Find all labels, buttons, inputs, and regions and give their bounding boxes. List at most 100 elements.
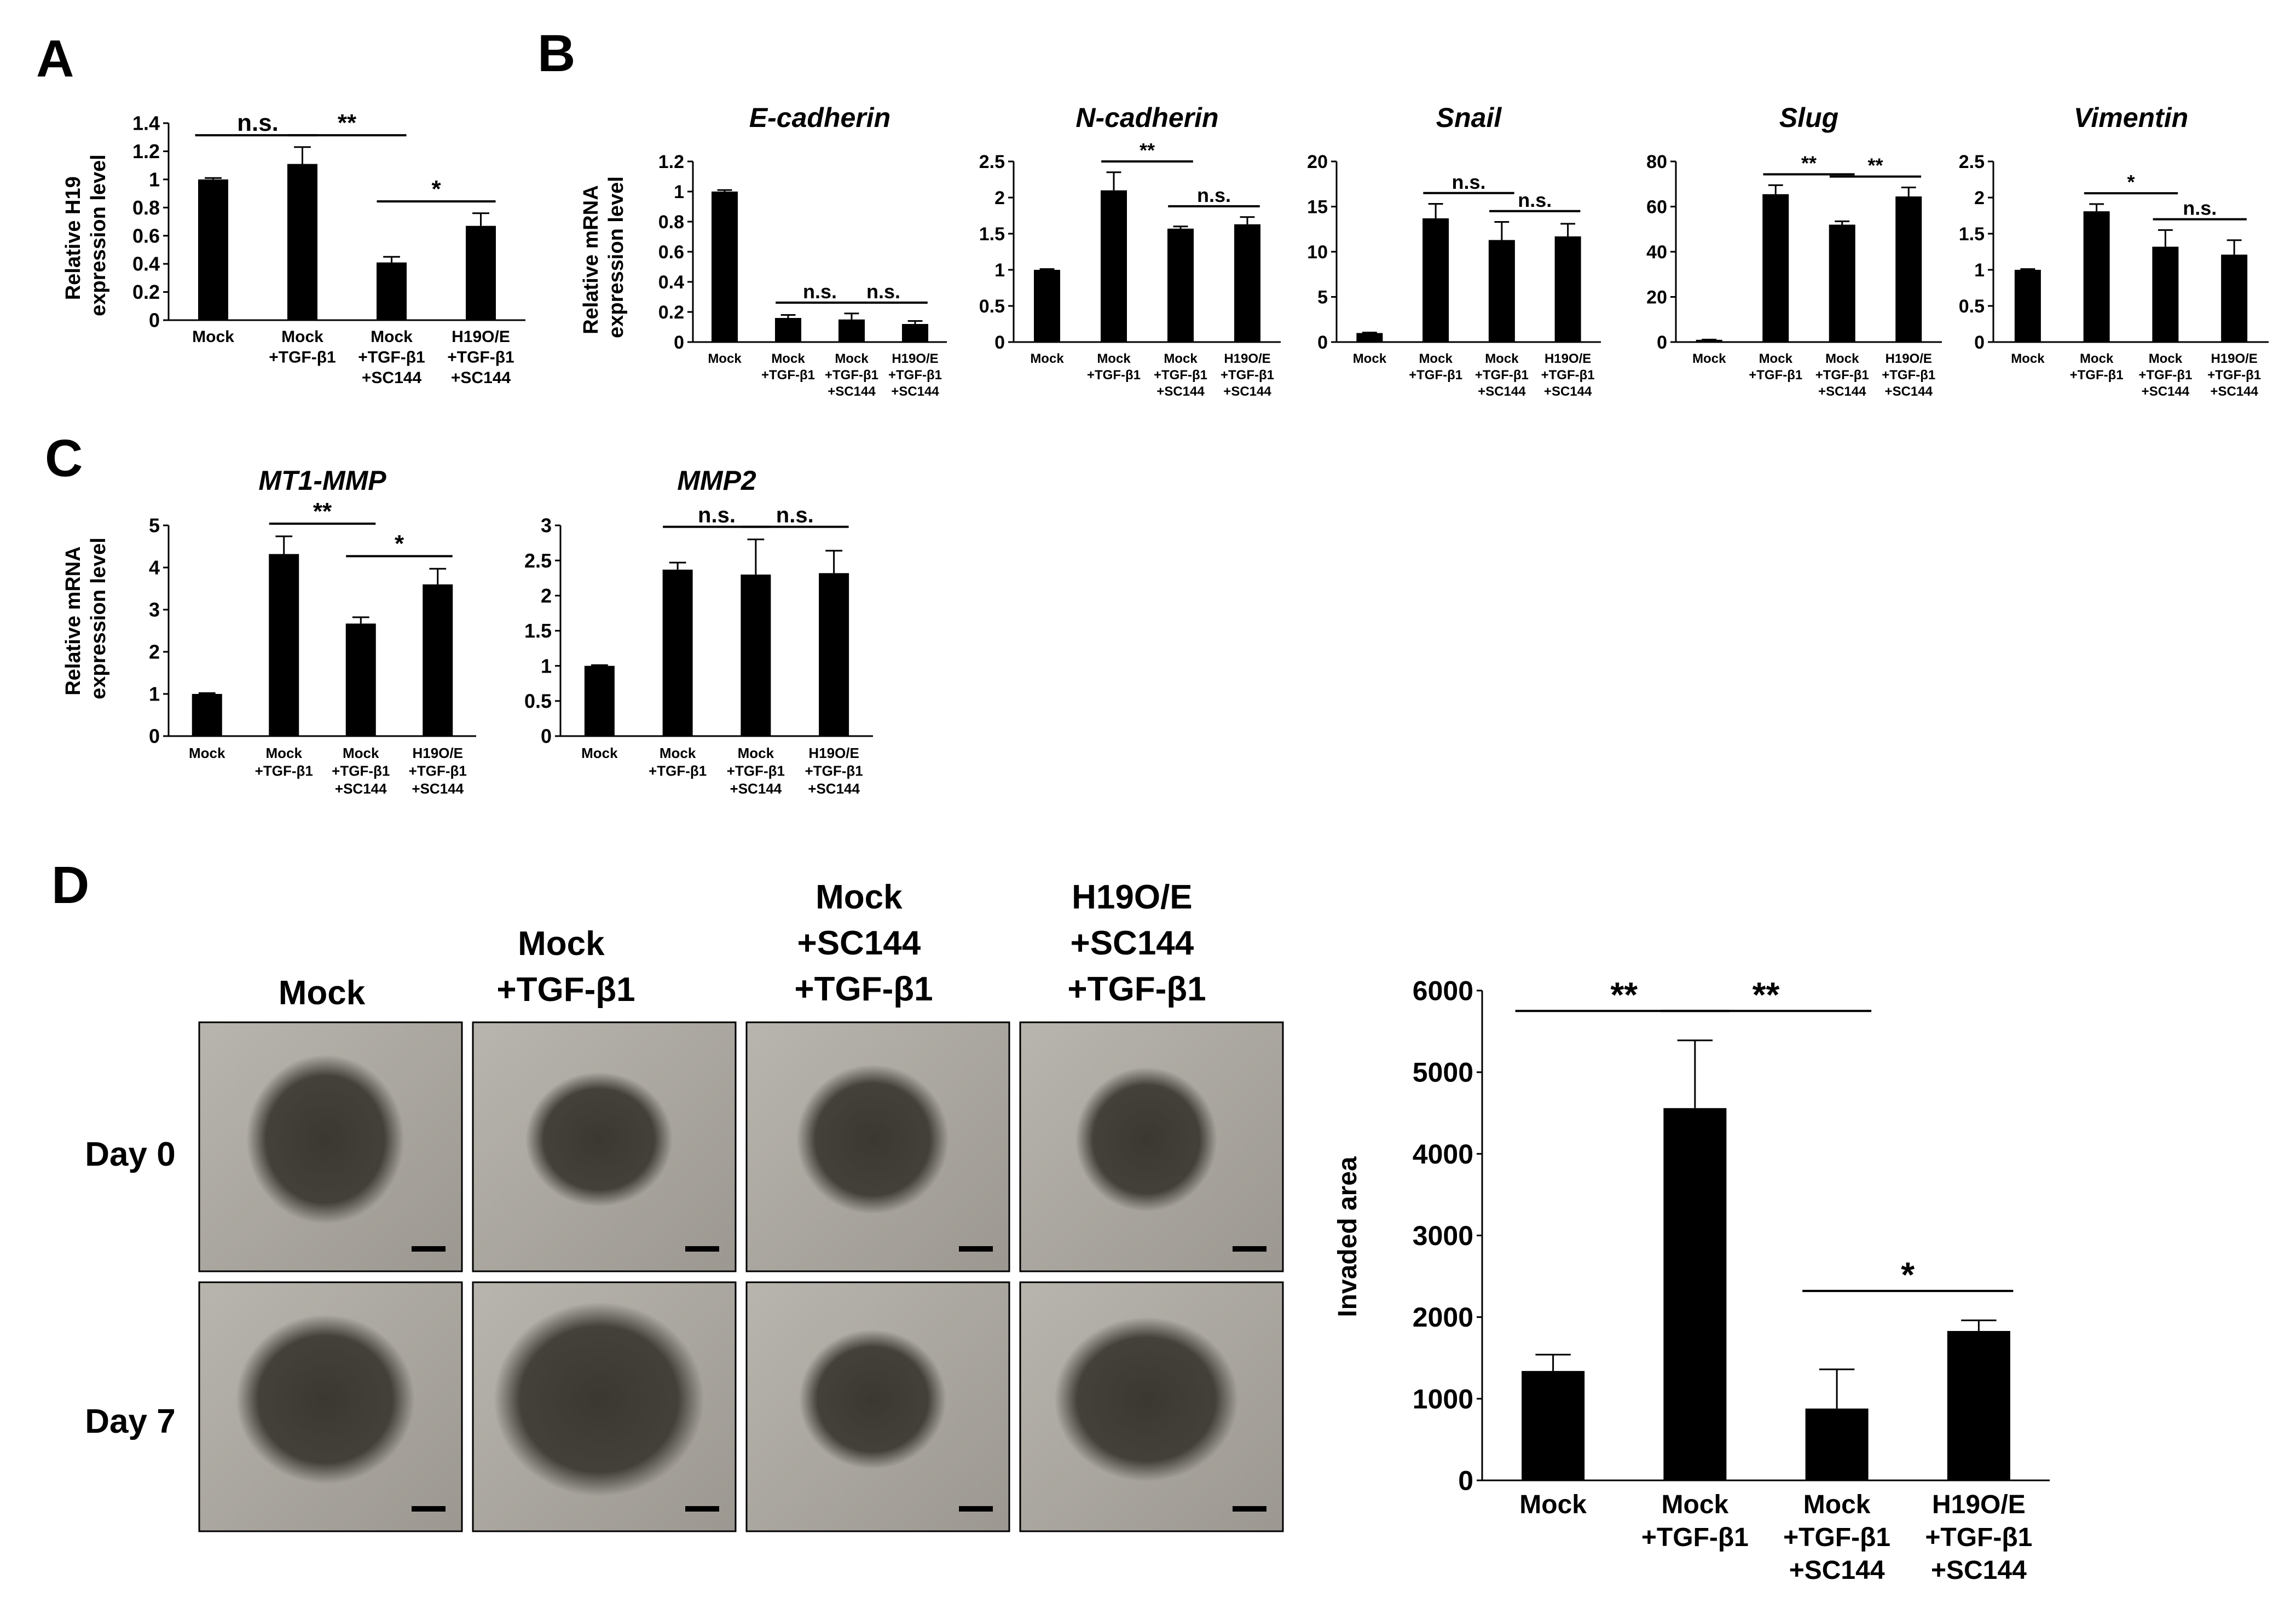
chart-title: Vimentin (2074, 102, 2188, 133)
photo-col-label-tgf: Mock +TGF-β1 (496, 925, 635, 1009)
y-axis-label-c-line2: expression level (87, 537, 110, 699)
panel-letter-c: C (45, 429, 83, 488)
y-tick-label: 0 (1657, 332, 1667, 353)
y-tick-label: 0 (149, 309, 160, 332)
y-tick-label: 60 (1646, 196, 1667, 217)
x-category-label: H19O/E +TGF-β1 +SC144 (1221, 351, 1274, 399)
chart-title: MMP2 (677, 465, 756, 496)
photo-col-label-sc144-line2: +SC144 (797, 924, 921, 962)
x-category-label: Mock +TGF-β1 +SC144 (1783, 1490, 1890, 1585)
y-tick-label: 2 (994, 188, 1005, 209)
x-category-label: H19O/E +TGF-β1 +SC144 (2207, 351, 2261, 399)
scale-bar (412, 1246, 446, 1252)
bar (1663, 1108, 1727, 1480)
y-axis-label-a-line1: Relative H19 (62, 176, 85, 300)
y-tick-label: 20 (1646, 287, 1667, 308)
bar (1554, 236, 1581, 342)
y-tick-label: 2.5 (979, 152, 1005, 172)
y-tick-label: 2 (1974, 188, 1985, 209)
significance-label: n.s. (803, 280, 837, 303)
y-tick-label: 1.4 (132, 112, 160, 135)
y-tick-label: 4000 (1413, 1139, 1473, 1170)
spheroid-photo (1019, 1021, 1284, 1272)
y-tick-label: 5 (1317, 287, 1328, 308)
y-tick-label: 0.2 (132, 281, 160, 303)
y-tick-label: 40 (1646, 242, 1667, 263)
bar (2221, 254, 2248, 342)
bar (1101, 190, 1127, 342)
y-tick-label: 20 (1307, 152, 1328, 172)
chart-b-n-cadherin: 0 0.5 1 1.5 2 2.5 Mock Mock +TGF-β1 Mock +TGF-β1 +S… (979, 102, 1281, 399)
spheroid-photo (472, 1021, 737, 1272)
photo-col-label-h19: H19O/E +SC144 +TGF-β1 (1067, 878, 1206, 1008)
bar (2152, 246, 2179, 342)
y-tick-label: 2.5 (524, 549, 552, 572)
x-category-label: Mock +TGF-β1 +SC144 (358, 328, 425, 387)
significance-label: n.s. (776, 503, 814, 528)
y-tick-label: 1 (674, 182, 684, 202)
x-category-label: Mock +TGF-β1 (649, 745, 707, 779)
x-category-label: H19O/E +TGF-β1 +SC144 (447, 328, 514, 387)
significance-label: ** (1610, 975, 1638, 1014)
photo-row-label-day0: Day 0 (85, 1136, 175, 1173)
spheroid (799, 1329, 946, 1469)
spheroid (236, 1315, 415, 1484)
y-axis-label-a-line2: expression level (87, 154, 110, 316)
x-category-label: Mock (581, 745, 618, 761)
spheroid-photo (198, 1281, 463, 1532)
photo-grid (198, 1021, 1284, 1532)
bar (838, 319, 865, 342)
significance-label: * (431, 176, 441, 202)
x-category-label: Mock +TGF-β1 +SC144 (1815, 351, 1869, 399)
spheroid-photo-panel: Mock Mock +TGF-β1 Mock +SC144 +TGF-β1 H1… (85, 878, 1284, 1532)
bar (1805, 1408, 1869, 1480)
y-tick-label: 0.5 (1959, 296, 1985, 317)
bar (269, 554, 299, 736)
y-tick-label: 0.4 (658, 272, 684, 293)
y-tick-label: 0.5 (524, 690, 552, 712)
x-category-label: Mock +TGF-β1 (255, 745, 313, 779)
significance-label: * (1901, 1255, 1915, 1294)
bar (1762, 194, 1789, 342)
photo-col-label-mock-line1: Mock (279, 974, 366, 1012)
bar (819, 573, 849, 736)
scale-bar (685, 1506, 719, 1512)
scale-bar (685, 1246, 719, 1252)
x-category-label: Mock (2011, 351, 2045, 366)
spheroid-photo (745, 1021, 1010, 1272)
y-tick-label: 0.4 (132, 253, 160, 275)
bar (662, 569, 693, 736)
y-tick-label: 10 (1307, 242, 1328, 263)
bar (1895, 196, 1922, 342)
y-tick-label: 3000 (1413, 1220, 1473, 1251)
x-category-label: Mock +TGF-β1 (269, 328, 336, 367)
y-tick-label: 1.5 (979, 224, 1005, 245)
chart-a-h19: 0 0.2 0.4 0.6 0.8 1 1.2 1.4 Mock Mock +TGF-β1 Mock +… (132, 109, 525, 387)
y-tick-label: 0.8 (132, 196, 160, 219)
bar (466, 225, 496, 320)
x-category-label: Mock +TGF-β1 (1087, 351, 1141, 383)
chart-title: MT1-MMP (258, 465, 386, 496)
x-category-label: Mock +TGF-β1 (1749, 351, 1802, 383)
y-tick-label: 3 (541, 514, 552, 537)
photo-row-label-day7: Day 7 (85, 1403, 175, 1440)
x-category-label: Mock +TGF-β1 +SC144 (1475, 351, 1529, 399)
y-tick-label: 1.2 (132, 140, 160, 163)
spheroid (525, 1072, 673, 1207)
y-tick-label: 2 (149, 641, 160, 663)
x-category-label: H19O/E +TGF-β1 +SC144 (888, 351, 942, 399)
x-category-label: H19O/E +TGF-β1 +SC144 (1882, 351, 1935, 399)
spheroid (1075, 1067, 1217, 1212)
bar (423, 584, 453, 736)
bar (1947, 1331, 2010, 1480)
spheroid (1054, 1317, 1239, 1482)
significance-label: n.s. (866, 280, 900, 303)
spheroid (796, 1064, 949, 1214)
y-axis-label-a: Relative H19 expression level (62, 154, 110, 316)
y-tick-label: 0 (1974, 332, 1985, 353)
significance-label: ** (1753, 975, 1780, 1014)
panel-letter-a: A (36, 30, 74, 88)
y-tick-label: 1 (994, 260, 1005, 281)
chart-title: Snail (1436, 102, 1502, 133)
